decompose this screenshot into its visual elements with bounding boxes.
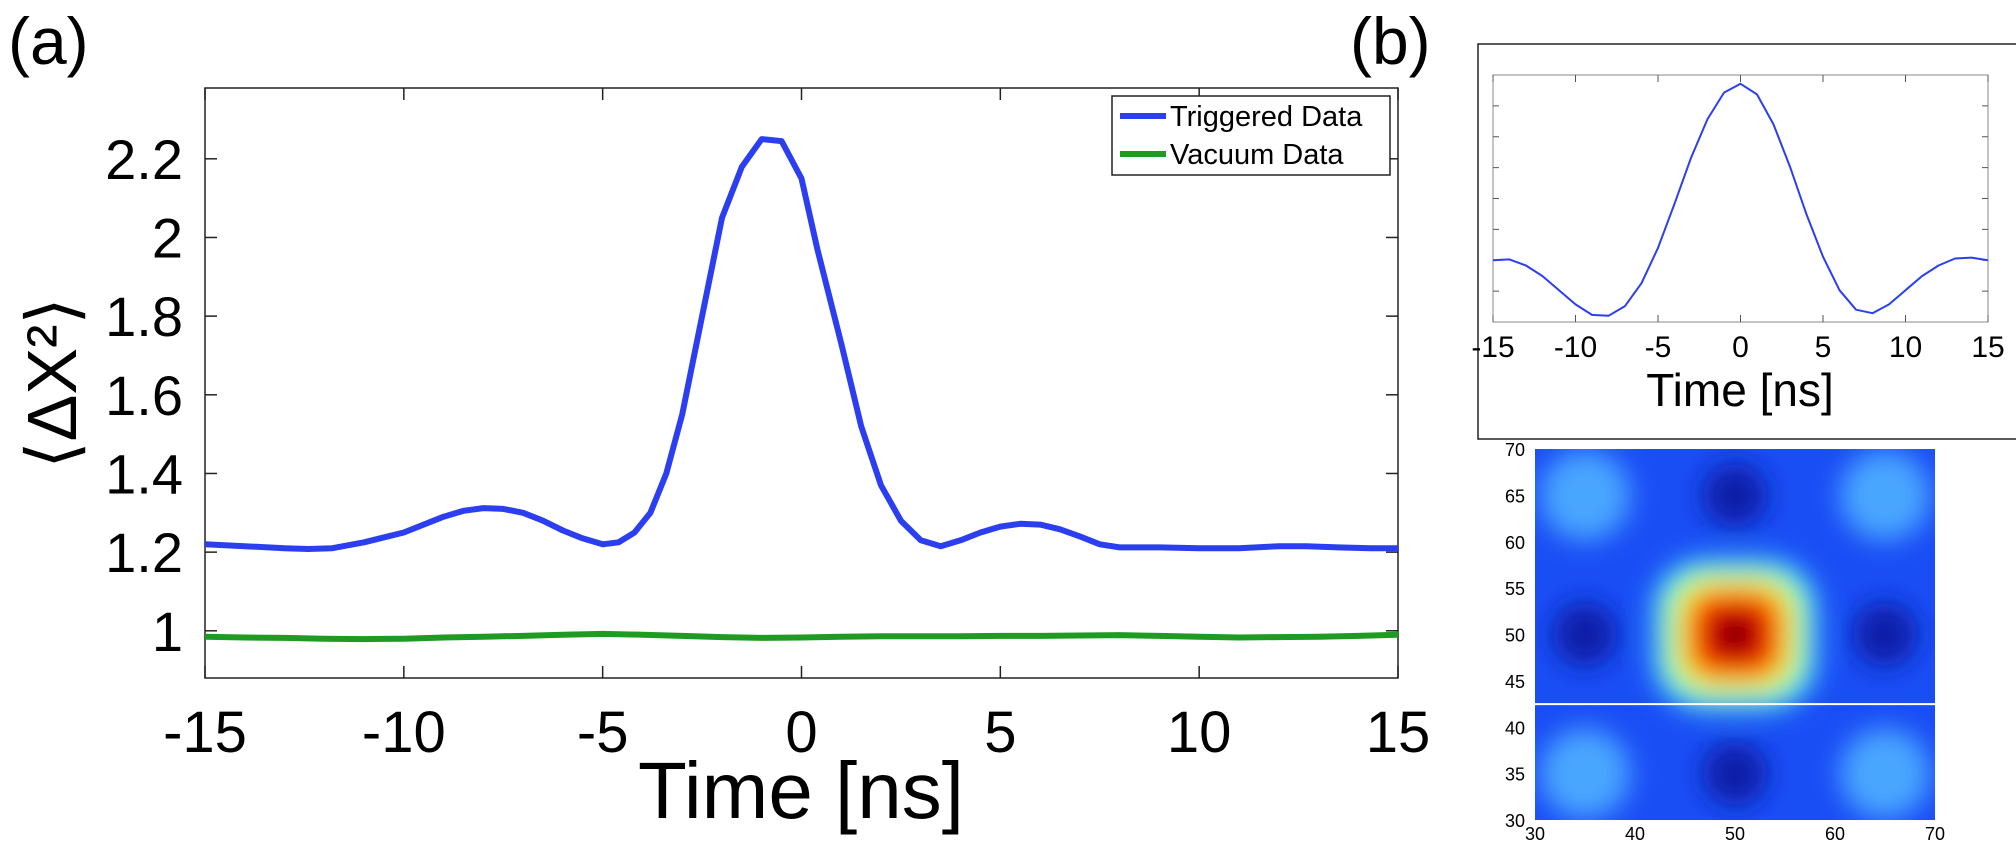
y-tick-label-a: 2.2 [105,128,183,191]
x-tick-label-a: 15 [1366,700,1431,765]
legend-box [1111,95,1391,176]
x-tick-label-inset: -10 [1554,331,1597,364]
x-tick-label-heatmap: 30 [1525,824,1545,842]
heatmap-dark-spot [1703,463,1767,528]
y-tick-label-heatmap: 35 [1505,765,1525,785]
x-tick-label-a: 5 [984,700,1016,765]
y-axis-label-a: ⟨ΔX²⟩ [13,297,91,468]
tick-marks-a [204,88,1399,678]
x-tick-label-inset: 5 [1815,331,1832,364]
legend-label-triggered: Triggered Data [1170,101,1363,133]
x-tick-label-a: -10 [362,700,446,765]
x-tick-label-inset: 15 [1971,331,2004,364]
y-tick-label-a: 2 [152,206,183,269]
panel-b-inset-chart: -15 -10 -5 0 5 10 15 Time [ns] [1471,43,2016,440]
x-tick-label-a: 0 [785,700,817,765]
heatmap-field [1540,450,1930,819]
x-tick-label-a: -5 [577,700,629,765]
plot-frame-inset [1492,74,1989,323]
x-tick-labels-heatmap: 30 40 50 60 70 [1525,824,1945,842]
heatmap-image [1535,449,1935,820]
tick-marks-inset [1492,75,1989,322]
legend-a: Triggered Data Vacuum Data [1111,95,1391,176]
y-tick-label-heatmap: 55 [1505,579,1525,599]
series-group-a [205,136,1398,643]
x-tick-labels-a: -15 -10 -5 0 5 10 15 [163,700,1430,765]
panel-label-b: (b) [1350,4,1431,78]
x-tick-labels-inset: -15 -10 -5 0 5 10 15 [1471,331,2004,364]
series-group-inset [1493,82,1988,317]
series-line-triggered [205,136,1398,552]
heatmap-bright-spot [1540,728,1630,819]
x-axis-label-a: Time [ns] [638,746,964,835]
y-tick-label-a: 1.4 [105,442,183,505]
x-axis-label-inset: Time [ns] [1646,364,1833,416]
x-tick-label-heatmap: 60 [1825,824,1845,842]
y-tick-label-a: 1.6 [105,364,183,427]
heatmap-bright-spot [1540,450,1630,541]
x-tick-label-heatmap: 70 [1925,824,1945,842]
x-tick-label-inset: 0 [1732,331,1749,364]
series-line-inset [1493,82,1988,317]
y-tick-label-a: 1 [152,600,183,663]
panel-a-chart: -15 -10 -5 0 5 10 15 1 1.2 1.4 1.6 1.8 2 2.2 Time [n… [13,87,1430,835]
y-tick-label-heatmap: 40 [1505,718,1525,738]
y-tick-label-heatmap: 50 [1505,626,1525,646]
y-tick-label-heatmap: 30 [1505,811,1525,831]
panel-b-heatmap: 30 35 40 45 50 55 60 65 70 30 40 50 60 70 [1505,440,1945,842]
x-tick-label-inset: 10 [1889,331,1922,364]
x-tick-label-inset: -15 [1471,331,1514,364]
y-tick-label-a: 1.8 [105,285,183,348]
legend-label-vacuum: Vacuum Data [1170,139,1344,171]
x-tick-label-heatmap: 50 [1725,824,1745,842]
y-tick-labels-a: 1 1.2 1.4 1.6 1.8 2 2.2 [105,128,183,663]
x-tick-label-a: 10 [1167,700,1232,765]
heatmap-bright-spot [1840,728,1930,819]
x-tick-label-heatmap: 40 [1625,824,1645,842]
y-tick-label-heatmap: 60 [1505,533,1525,553]
panel-label-a: (a) [8,4,89,78]
heatmap-contour-band [1724,624,1746,645]
x-tick-label-a: -15 [163,700,247,765]
heatmap-dark-spot [1853,602,1917,667]
x-tick-label-inset: -5 [1645,331,1672,364]
y-tick-label-a: 1.2 [105,521,183,584]
y-tick-label-heatmap: 65 [1505,486,1525,506]
heatmap-dark-spot [1703,741,1767,806]
y-tick-labels-heatmap: 30 35 40 45 50 55 60 65 70 [1505,440,1525,831]
series-line-vacuum [205,630,1398,643]
heatmap-bright-spot [1840,450,1930,541]
y-tick-label-heatmap: 70 [1505,440,1525,460]
y-tick-label-heatmap: 45 [1505,672,1525,692]
heatmap-dark-spot [1553,602,1617,667]
